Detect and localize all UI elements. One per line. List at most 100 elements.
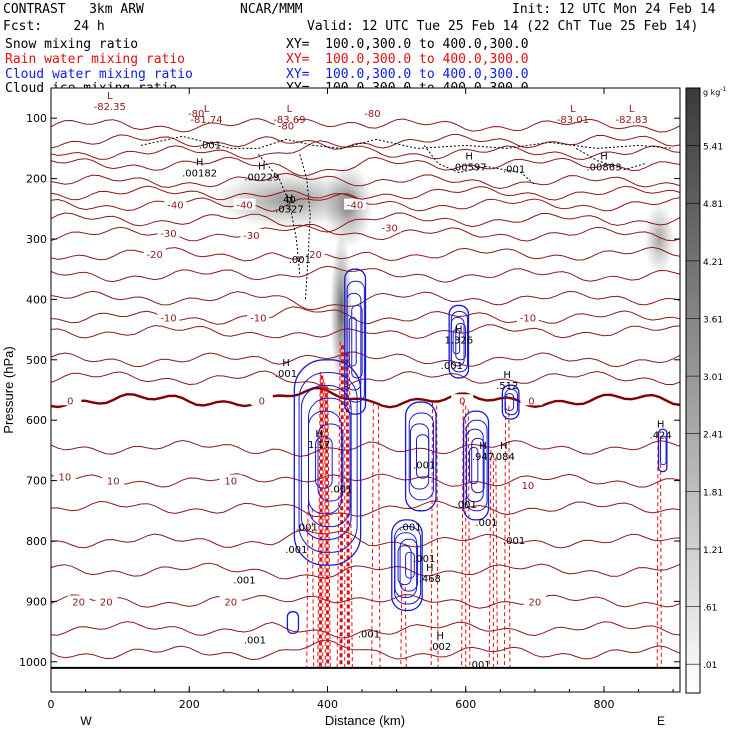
extreme-marker: L: [287, 104, 293, 115]
temperature-label: 20: [72, 597, 85, 608]
cloud-water-contour: [416, 434, 430, 479]
rain-contour: [508, 405, 511, 668]
contour-label-bg: [240, 228, 263, 240]
ice-contour: [257, 154, 301, 276]
contour-value-label: .001: [289, 255, 311, 266]
cloud-water-contour: [452, 329, 461, 355]
rain-contour: [461, 402, 464, 668]
contour-label-bg: [157, 226, 180, 238]
cloud-water-contour: [657, 428, 668, 473]
field-xy-cloud-water: XY= 100.0,300.0 to 400.0,300.0: [286, 67, 529, 82]
rain-contour: [436, 405, 439, 668]
extreme-marker: H: [196, 157, 204, 168]
field-label-snow: Snow mixing ratio: [5, 37, 139, 52]
y-tick-label: 500: [26, 354, 47, 367]
colorbar-label: 1.81: [703, 488, 723, 498]
extreme-marker: H: [315, 429, 323, 440]
contour-label-bg: [523, 595, 546, 607]
rain-contour: [311, 508, 315, 668]
x-tick-label: 800: [593, 698, 614, 711]
temperature-contour: [51, 156, 680, 177]
temperature-label: 20: [100, 597, 113, 608]
extreme-marker: L: [570, 104, 576, 115]
contour-label-bg: [302, 248, 325, 260]
contour-label-bg: [516, 311, 539, 323]
colorbar-label: 1.21: [703, 546, 723, 556]
contour-value-label: .001: [503, 536, 525, 547]
extreme-marker: H: [657, 419, 665, 430]
cloud-water-contour: [344, 268, 367, 415]
init-label: Init: 12 UTC Mon 24 Feb 14: [512, 2, 716, 17]
temperature-contour: [51, 140, 680, 161]
y-tick-label: 800: [26, 535, 47, 548]
extreme-marker: H: [479, 441, 487, 452]
temperature-contour: [51, 134, 680, 150]
colorbar-label: 5.41: [703, 143, 723, 153]
cloud-water-contour: [455, 323, 466, 361]
y-axis-label: Pressure (hPa): [1, 346, 16, 433]
rain-contour: [656, 432, 659, 668]
extreme-value: .001: [275, 369, 297, 380]
rain-contour: [467, 409, 471, 668]
extreme-value: 1.17: [308, 440, 330, 451]
extreme-marker: H: [286, 194, 294, 205]
temperature-label: -10: [520, 314, 536, 325]
extreme-marker: H: [465, 151, 473, 162]
contour-value-label: .001: [244, 636, 266, 647]
extreme-marker: L: [107, 91, 113, 102]
contour-value-label: .001: [399, 523, 421, 534]
extreme-value: .00229: [244, 173, 279, 184]
temperature-contour: [51, 265, 680, 283]
contour-label-bg: [143, 248, 166, 260]
west-label: W: [80, 714, 92, 728]
cloud-water-contour: [286, 611, 300, 635]
x-axis-label: Distance (km): [325, 713, 405, 728]
contour-label-bg: [102, 474, 125, 486]
cloud-water-contour: [405, 551, 415, 579]
temperature-contour: [51, 562, 680, 580]
rain-contour: [495, 457, 499, 668]
y-tick-label: 400: [26, 293, 47, 306]
contour-label-bg: [275, 119, 298, 131]
extreme-value: .424: [650, 430, 672, 441]
extreme-value: .468: [419, 574, 441, 585]
extreme-value: .00597: [452, 162, 487, 173]
contour-labels: L-82.35 L-81.74L-83.69L-83.01L-82.83H.001…: [51, 91, 680, 671]
contour-label-bg: [164, 198, 187, 210]
temperature-label: -20: [147, 250, 163, 261]
cloud-water-contour: [315, 436, 333, 489]
rain-contour: [377, 405, 381, 668]
temperature-contour: [51, 500, 680, 518]
ice-contour: [299, 154, 311, 300]
temperature-label: -40: [167, 201, 183, 212]
contour-label-bg: [185, 106, 208, 118]
extreme-value: .00182: [182, 168, 217, 179]
colorbar-label: 4.81: [703, 200, 723, 210]
y-tick-label: 300: [26, 233, 47, 246]
extreme-marker: H: [503, 370, 511, 381]
cloud-water-contour: [466, 428, 484, 503]
cloud-water-contour: [399, 538, 418, 592]
temperature-contour: [51, 118, 680, 133]
temperature-label: 10: [224, 477, 237, 488]
field-xy-snow: XY= 100.0,300.0 to 400.0,300.0: [286, 37, 529, 52]
contour-value-label: .001: [296, 523, 318, 534]
contour-value-label: .001: [503, 165, 525, 176]
cloud-water-contour: [307, 410, 343, 515]
extreme-value: -83.69: [273, 115, 305, 126]
center-label: NCAR/MMM: [240, 2, 303, 17]
extreme-value: -82.83: [615, 115, 647, 126]
cloud-water-contour: [404, 401, 437, 512]
cloud-water-contour: [448, 304, 470, 379]
field-label-cloud-water: Cloud water mixing ratio: [5, 67, 193, 82]
colorbar-label: 3.01: [703, 373, 723, 383]
valid-label: Valid: 12 UTC Tue 25 Feb 14 (22 ChT Tue …: [307, 19, 699, 34]
contour-label-bg: [344, 198, 367, 210]
cloud-water-contour: [471, 437, 485, 494]
extreme-marker: H: [282, 358, 290, 369]
model-label: CONTRAST 3km ARW: [3, 2, 144, 17]
rain-contour: [336, 341, 341, 668]
contour-label-bg: [157, 311, 180, 323]
contour-label-bg: [53, 470, 76, 482]
colorbar-unit: g kg-1: [703, 86, 727, 97]
